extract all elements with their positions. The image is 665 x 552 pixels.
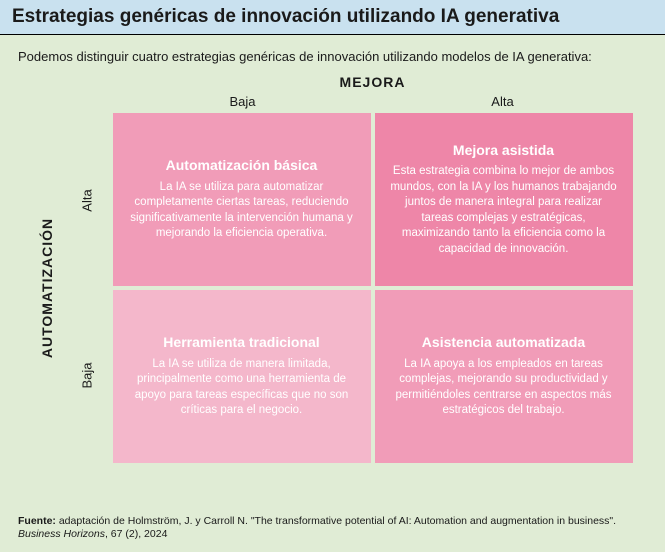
col-labels: Baja Alta (33, 94, 633, 109)
row-label-baja: Baja (80, 362, 95, 388)
source-rest: , 67 (2), 2024 (105, 528, 167, 540)
cell-body: La IA se utiliza para automatizar comple… (127, 180, 357, 242)
source-text: adaptación de Holmström, J. y Carroll N.… (56, 515, 616, 527)
cell-automatizacion-basica: Automatización básica La IA se utiliza p… (113, 113, 371, 286)
intro-text: Podemos distinguir cuatro estrategias ge… (0, 35, 665, 74)
cell-title: Automatización básica (127, 157, 357, 174)
cell-body: La IA se utiliza de manera limitada, pri… (127, 357, 357, 419)
axis-top-label: MEJORA (33, 74, 633, 90)
matrix: MEJORA Baja Alta AUTOMATIZACIÓN Alta Baj… (33, 74, 633, 463)
cell-title: Herramienta tradicional (127, 334, 357, 351)
page-title: Estrategias genéricas de innovación util… (12, 6, 653, 28)
source-citation: Fuente: adaptación de Holmström, J. y Ca… (18, 515, 647, 542)
axis-left-label: AUTOMATIZACIÓN (40, 218, 56, 358)
cell-title: Asistencia automatizada (389, 334, 619, 351)
col-label-alta: Alta (373, 94, 633, 109)
row-label-alta: Alta (80, 189, 95, 211)
cell-herramienta-tradicional: Herramienta tradicional La IA se utiliza… (113, 290, 371, 463)
title-bar: Estrategias genéricas de innovación util… (0, 0, 665, 35)
source-label: Fuente: (18, 515, 56, 527)
cell-body: La IA apoya a los empleados en tareas co… (389, 357, 619, 419)
cell-asistencia-automatizada: Asistencia automatizada La IA apoya a lo… (375, 290, 633, 463)
matrix-grid: Automatización básica La IA se utiliza p… (113, 113, 633, 463)
cell-mejora-asistida: Mejora asistida Esta estrategia combina … (375, 113, 633, 286)
cell-title: Mejora asistida (389, 142, 619, 159)
axis-left-label-wrap: AUTOMATIZACIÓN (33, 113, 63, 463)
row-labels: Alta Baja (63, 113, 113, 463)
cell-body: Esta estrategia combina lo mejor de ambo… (389, 164, 619, 257)
source-journal: Business Horizons (18, 528, 105, 540)
col-label-baja: Baja (113, 94, 373, 109)
